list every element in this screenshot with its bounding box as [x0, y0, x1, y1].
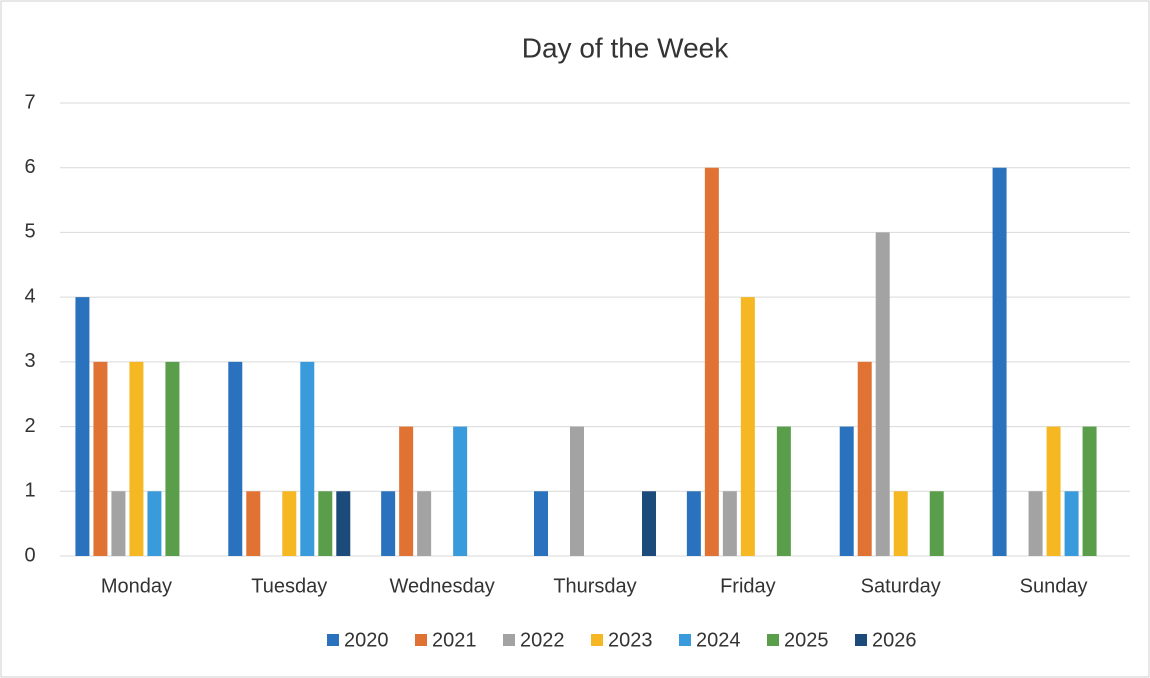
- bar: [992, 167, 1007, 556]
- bar: [381, 491, 396, 556]
- bar: [93, 361, 108, 556]
- bar: [1064, 491, 1079, 556]
- bar: [75, 297, 90, 556]
- bar: [722, 491, 737, 556]
- legend-swatch: [767, 634, 779, 646]
- chart-title: Day of the Week: [522, 32, 729, 63]
- bar: [642, 491, 656, 556]
- bar: [1028, 491, 1043, 556]
- bar: [776, 426, 791, 556]
- y-tick-label: 2: [24, 415, 35, 437]
- bar: [147, 491, 162, 556]
- bar: [318, 491, 333, 556]
- bar: [839, 426, 854, 556]
- x-tick-label: Thursday: [553, 575, 636, 597]
- bar: [1082, 426, 1097, 556]
- legend-label: 2025: [784, 629, 829, 651]
- x-tick-label: Wednesday: [390, 575, 495, 597]
- y-tick-label: 4: [24, 285, 35, 307]
- bar: [1046, 426, 1061, 556]
- bar: [300, 361, 315, 556]
- legend-label: 2023: [608, 629, 653, 651]
- legend-label: 2026: [872, 629, 917, 651]
- bar: [453, 426, 468, 556]
- y-tick-label: 5: [24, 221, 35, 243]
- y-tick-label: 7: [24, 91, 35, 113]
- bar: [570, 426, 584, 556]
- bar: [686, 491, 701, 556]
- y-tick-label: 6: [24, 156, 35, 178]
- bar: [399, 426, 414, 556]
- legend-label: 2022: [520, 629, 565, 651]
- bar: [740, 297, 755, 556]
- bar: [165, 361, 180, 556]
- x-tick-label: Sunday: [1020, 575, 1088, 597]
- legend-swatch: [855, 634, 867, 646]
- x-tick-label: Friday: [720, 575, 776, 597]
- legend-swatch: [503, 634, 515, 646]
- bar: [417, 491, 432, 556]
- bar: [228, 361, 243, 556]
- bar: [111, 491, 126, 556]
- legend-swatch: [591, 634, 603, 646]
- legend-label: 2020: [344, 629, 389, 651]
- bar: [282, 491, 297, 556]
- y-tick-label: 1: [24, 480, 35, 502]
- bar: [875, 232, 890, 556]
- y-tick-label: 3: [24, 350, 35, 372]
- bar: [534, 491, 548, 556]
- legend-label: 2021: [432, 629, 477, 651]
- y-tick-label: 0: [24, 544, 35, 566]
- legend-swatch: [415, 634, 427, 646]
- bar: [929, 491, 944, 556]
- bar: [336, 491, 351, 556]
- bar: [857, 361, 872, 556]
- legend-swatch: [679, 634, 691, 646]
- bar: [893, 491, 908, 556]
- bar: [704, 167, 719, 556]
- bar: [129, 361, 144, 556]
- legend-label: 2024: [696, 629, 741, 651]
- legend-swatch: [327, 634, 339, 646]
- bar: [246, 491, 261, 556]
- x-tick-label: Tuesday: [251, 575, 327, 597]
- x-tick-label: Monday: [101, 575, 172, 597]
- x-tick-label: Saturday: [861, 575, 941, 597]
